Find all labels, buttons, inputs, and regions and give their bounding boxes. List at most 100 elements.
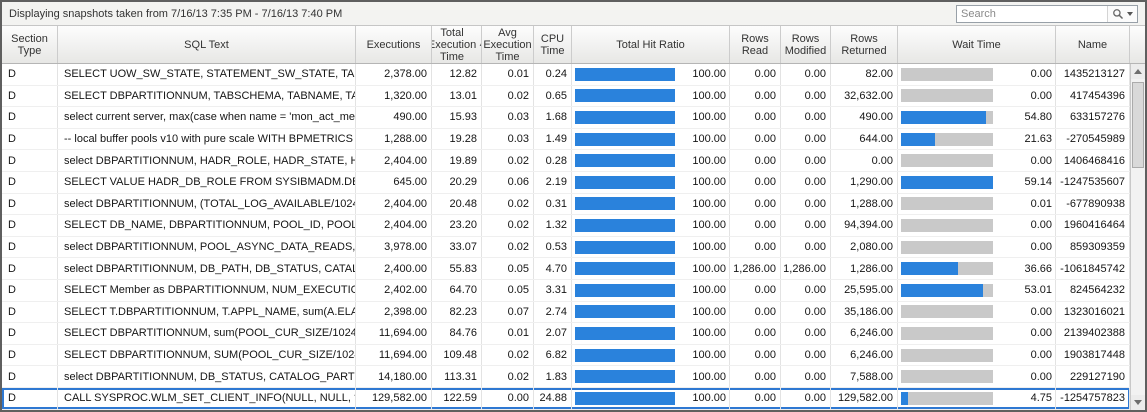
avg-execution-time-cell: 0.02 [482,193,534,215]
sql-text-cell: -- local buffer pools v10 with pure scal… [58,128,356,150]
cpu-time-value: 1.83 [545,370,567,383]
column-header-sql-text[interactable]: SQL Text [58,26,356,63]
rows-read-cell: 0.00 [730,366,781,387]
rows-returned-cell: 0.00 [831,150,898,171]
rows-returned-cell: 82.00 [831,64,898,85]
wait-time-bar-track [901,262,993,276]
wait-time-value: 0.00 [1030,68,1052,81]
column-header-rows-returned[interactable]: Rows Returned [831,26,898,63]
scrollbar-down-button[interactable] [1131,395,1145,410]
cpu-time-value: 4.70 [545,262,567,275]
column-header-wait-time[interactable]: Wait Time [898,26,1056,63]
table-row[interactable]: D SELECT VALUE HADR_DB_ROLE FROM SYSIBMAD… [2,171,1130,194]
column-header-avg-execution-time[interactable]: Avg Execution Time [482,26,534,63]
rows-modified-cell: 0.00 [781,387,831,409]
executions-value: 2,404.00 [384,219,427,232]
table-row[interactable]: D SELECT DBPARTITIONNUM, SUM(POOL_CUR_SIZ… [2,344,1130,367]
top-toolbar: Displaying snapshots taken from 7/16/13 … [2,2,1145,26]
table-row[interactable]: D SELECT DBPARTITIONNUM, TABSCHEMA, TABNA… [2,85,1130,108]
sql-text-cell: SELECT Member as DBPARTITIONNUM, NUM_EXE… [58,279,356,301]
sql-text-cell: SELECT DBPARTITIONNUM, sum(POOL_CUR_SIZE… [58,323,356,344]
avg-execution-time-cell: 0.00 [482,387,534,409]
name-value: -1247535607 [1060,176,1125,189]
sql-text-cell: select DBPARTITIONNUM, HADR_ROLE, HADR_S… [58,150,356,171]
column-header-label: Rows Modified [784,32,827,57]
total-hit-ratio-cell: 100.00 [572,215,730,236]
scrollbar-up-button[interactable] [1131,64,1145,79]
total-hit-ratio-cell: 100.00 [572,128,730,150]
rows-read-cell: 0.00 [730,236,781,258]
cpu-time-value: 0.53 [545,241,567,254]
rows-returned-cell: 1,286.00 [831,258,898,279]
total-hit-ratio-value: 100.00 [692,133,726,146]
total-hit-ratio-value: 100.00 [692,392,726,405]
rows-returned-cell: 644.00 [831,128,898,150]
total-execution-time-value: 109.48 [443,349,477,362]
table-row[interactable]: D SELECT DB_NAME, DBPARTITIONNUM, POOL_ID… [2,215,1130,237]
sql-text-cell: select current server, max(case when nam… [58,107,356,128]
cpu-time-cell: 24.88 [534,387,572,409]
executions-value: 2,398.00 [384,305,427,318]
column-header-label: SQL Text [184,38,229,51]
column-header-rows-read[interactable]: Rows Read [730,26,781,63]
section-type-cell: D [2,366,58,387]
total-hit-ratio-bar-track [575,89,675,103]
rows-read-cell: 0.00 [730,128,781,150]
total-hit-ratio-value: 100.00 [692,219,726,232]
search-input[interactable] [957,5,1107,22]
vertical-scrollbar[interactable] [1130,64,1145,410]
name-cell: 1406468416 [1056,150,1130,171]
rows-modified-cell: 0.00 [781,236,831,258]
wait-time-bar-track [901,154,993,168]
scrollbar-thumb[interactable] [1132,82,1144,168]
total-hit-ratio-bar-track [575,197,675,211]
cpu-time-value: 6.82 [545,349,567,362]
table-row[interactable]: D SELECT T.DBPARTITIONNUM, T.APPL_NAME, s… [2,301,1130,324]
wait-time-cell: 0.00 [898,236,1056,258]
column-header-label: Wait Time [952,38,1001,51]
rows-modified-value: 0.00 [804,133,826,146]
sql-text-value: select DBPARTITIONNUM, HADR_ROLE, HADR_S… [64,154,356,167]
rows-modified-cell: 0.00 [781,64,831,85]
wait-time-bar-track [901,240,993,254]
table-row[interactable]: D SELECT Member as DBPARTITIONNUM, NUM_EX… [2,279,1130,302]
rows-modified-cell: 0.00 [781,150,831,171]
cpu-time-value: 2.07 [545,327,567,340]
column-header-total-execution-time[interactable]: Total Execution Time▲ [432,26,482,63]
total-hit-ratio-value: 100.00 [692,349,726,362]
column-header-name[interactable]: Name [1056,26,1130,63]
section-type-value: D [8,305,16,318]
column-header-cpu-time[interactable]: CPU Time [534,26,572,63]
name-cell: 1903817448 [1056,344,1130,366]
executions-value: 2,378.00 [384,68,427,81]
column-header-executions[interactable]: Executions [356,26,432,63]
section-type-cell: D [2,236,58,258]
table-row[interactable]: D CALL SYSPROC.WLM_SET_CLIENT_INFO(NULL, … [2,387,1130,410]
wait-time-cell: 36.66 [898,258,1056,279]
wait-time-bar-track [901,326,993,340]
section-type-cell: D [2,258,58,279]
column-header-rows-modified[interactable]: Rows Modified [781,26,831,63]
table-row[interactable]: D SELECT DBPARTITIONNUM, sum(POOL_CUR_SIZ… [2,323,1130,345]
table-row[interactable]: D SELECT UOW_SW_STATE, STATEMENT_SW_STATE… [2,64,1130,86]
rows-read-cell: 0.00 [730,279,781,301]
scrollbar-track[interactable] [1131,79,1145,395]
table-row[interactable]: D -- local buffer pools v10 with pure sca… [2,128,1130,151]
rows-read-value: 0.00 [754,305,776,318]
cpu-time-value: 1.49 [545,133,567,146]
column-header-total-hit-ratio[interactable]: Total Hit Ratio [572,26,730,63]
column-header-section-type[interactable]: Section Type [2,26,58,63]
column-header-label: Executions [366,38,421,51]
section-type-value: D [8,68,16,81]
name-value: 633157276 [1069,111,1125,124]
search-box [956,4,1138,23]
total-hit-ratio-bar-fill [575,283,675,297]
search-button[interactable] [1107,5,1137,22]
executions-cell: 3,978.00 [356,236,432,258]
